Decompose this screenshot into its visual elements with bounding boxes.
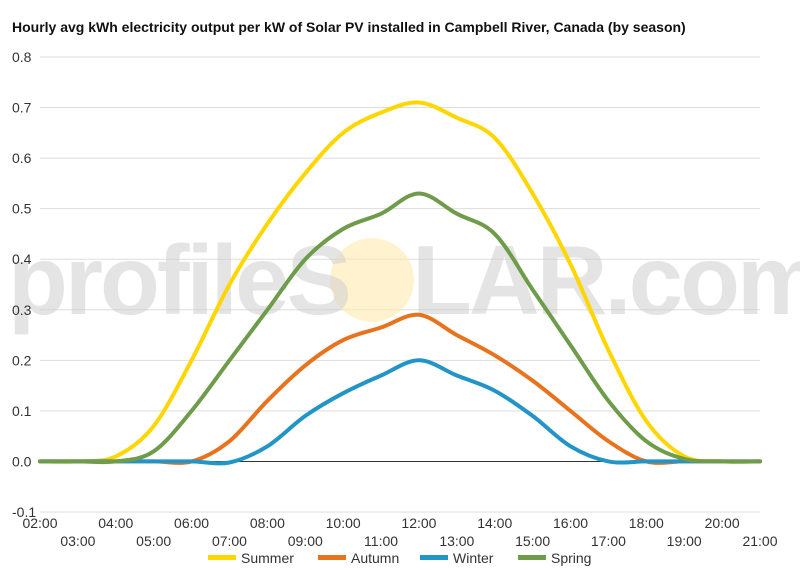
x-tick-label: 13:00 [439, 533, 474, 549]
y-tick-label: 0.2 [12, 352, 32, 368]
series-lines [38, 100, 762, 466]
x-tick-label: 18:00 [629, 515, 664, 531]
y-tick-label: 0.6 [12, 150, 32, 166]
x-tick-label: 09:00 [288, 533, 323, 549]
x-axis-ticks: 02:00 04:00 06:00 08:00 10:00 12:00 14:00 16:00… [22, 515, 777, 549]
x-tick-label: 17:00 [591, 533, 626, 549]
legend-swatch [518, 555, 546, 560]
y-tick-label: -0.1 [12, 504, 36, 520]
legend-swatch [208, 555, 236, 560]
x-tick-label: 06:00 [174, 515, 209, 531]
legend-label: Spring [551, 550, 591, 566]
y-axis-ticks: -0.1 0.0 0.1 0.2 0.3 0.4 0.5 0.6 0.7 0.8 [12, 49, 36, 520]
watermark-text-right: LAR.com [412, 225, 800, 335]
legend: Summer Autumn Winter Spring [208, 550, 591, 566]
x-tick-label: 10:00 [326, 515, 361, 531]
y-tick-label: 0.1 [12, 403, 32, 419]
chart-title: Hourly avg kWh electricity output per kW… [12, 19, 686, 35]
x-tick-label: 08:00 [250, 515, 285, 531]
y-tick-label: 0.5 [12, 201, 32, 217]
series-line-spring [38, 191, 762, 465]
y-tick-label: 0.8 [12, 49, 32, 65]
watermark-text-left: profileS [8, 225, 349, 335]
y-tick-label: 0.0 [12, 453, 32, 469]
series-line-summer [38, 100, 762, 464]
x-tick-label: 12:00 [401, 515, 436, 531]
y-tick-label: 0.7 [12, 100, 32, 116]
x-tick-label: 14:00 [477, 515, 512, 531]
legend-label: Autumn [351, 550, 399, 566]
x-tick-label: 21:00 [742, 533, 777, 549]
x-tick-label: 20:00 [705, 515, 740, 531]
legend-label: Winter [453, 550, 494, 566]
x-tick-label: 19:00 [667, 533, 702, 549]
y-tick-label: 0.3 [12, 302, 32, 318]
x-tick-label: 16:00 [553, 515, 588, 531]
x-tick-label: 04:00 [98, 515, 133, 531]
x-tick-label: 02:00 [22, 515, 57, 531]
x-tick-label: 07:00 [212, 533, 247, 549]
x-tick-label: 03:00 [60, 533, 95, 549]
watermark: profileS LAR.com [8, 225, 800, 335]
x-tick-label: 05:00 [136, 533, 171, 549]
legend-label: Summer [241, 550, 294, 566]
watermark-sun-icon [330, 238, 414, 322]
legend-swatch [420, 555, 448, 560]
legend-swatch [318, 555, 346, 560]
x-tick-label: 15:00 [515, 533, 550, 549]
y-tick-label: 0.4 [12, 251, 32, 267]
series-line-winter [38, 358, 762, 466]
x-tick-label: 11:00 [364, 533, 398, 549]
series-line-autumn [38, 312, 762, 465]
